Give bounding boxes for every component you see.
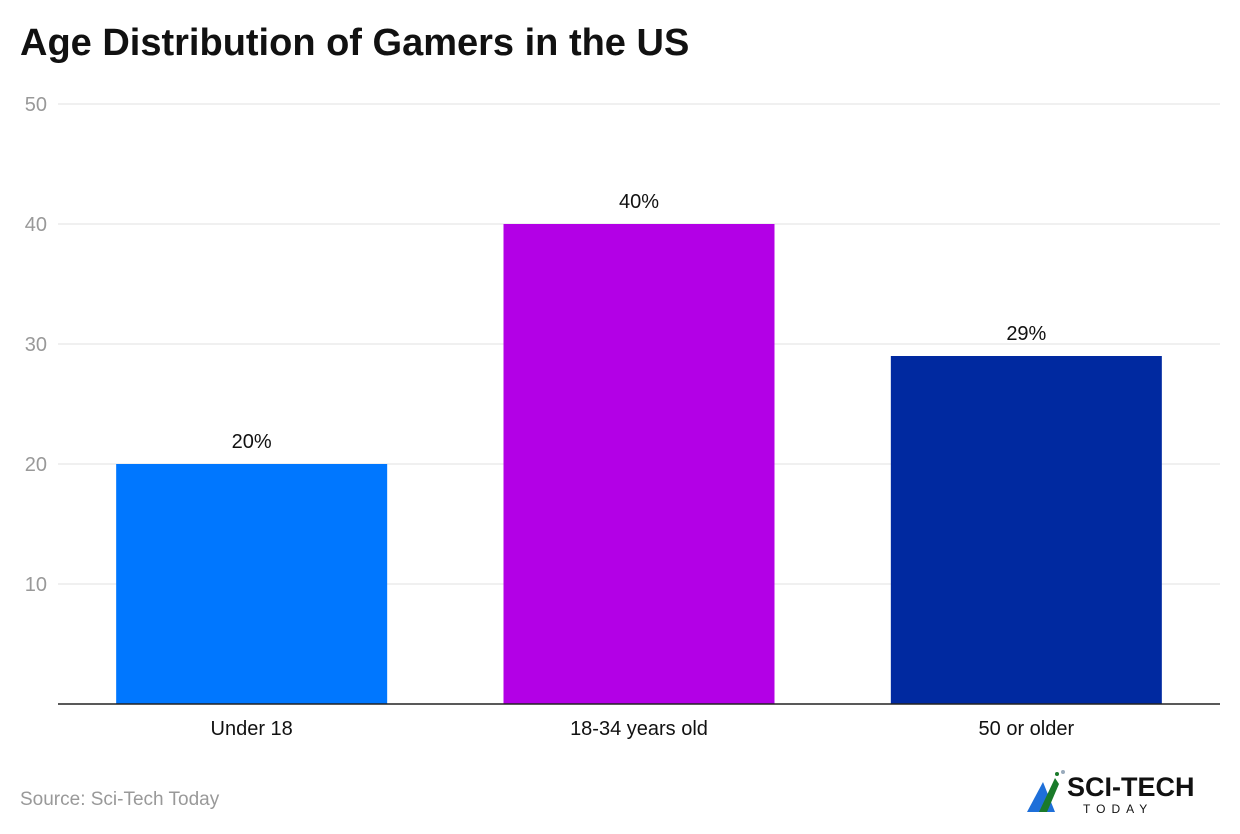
bar (503, 224, 775, 704)
y-tick-label: 20 (25, 454, 47, 476)
svg-text:SCI-TECH: SCI-TECH (1067, 772, 1195, 802)
x-tick-label: Under 18 (211, 718, 293, 740)
source-note: Source: Sci-Tech Today (20, 789, 220, 810)
x-tick-label: 50 or older (979, 718, 1075, 740)
x-tick-label: 18-34 years old (570, 718, 708, 740)
y-tick-label: 50 (25, 94, 47, 116)
y-tick-label: 40 (25, 214, 47, 236)
y-tick-label: 30 (25, 334, 47, 356)
y-tick-label: 10 (25, 574, 47, 596)
data-label: 20% (232, 431, 272, 453)
bar (890, 356, 1162, 704)
svg-text:TODAY: TODAY (1083, 802, 1153, 816)
data-label: 40% (619, 191, 659, 213)
sci-tech-today-logo: SCI-TECH TODAY (1027, 770, 1195, 816)
bar (116, 464, 388, 704)
chart-title: Age Distribution of Gamers in the US (20, 22, 690, 64)
data-label: 29% (1006, 323, 1046, 345)
